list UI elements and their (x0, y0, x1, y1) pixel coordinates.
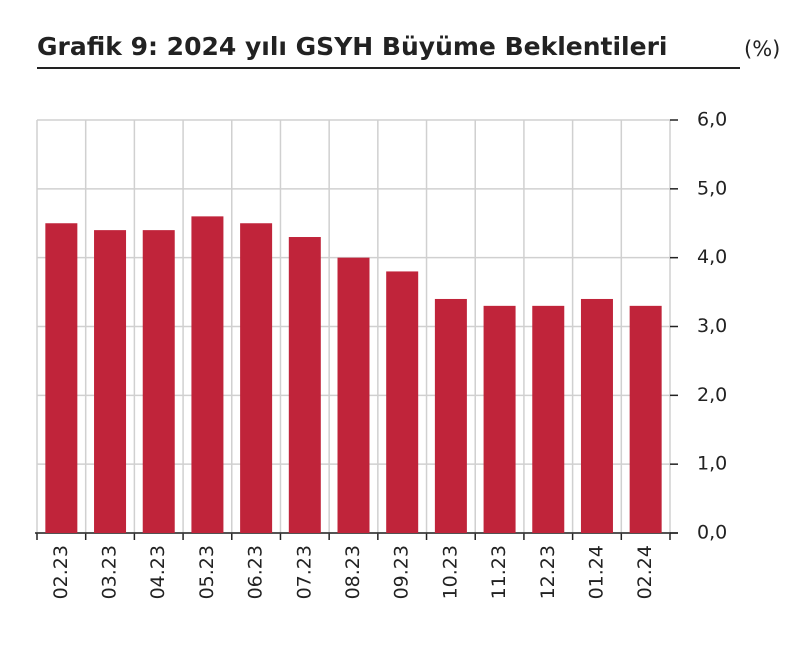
bar (532, 305, 565, 533)
bar (240, 223, 273, 533)
x-tick-label: 01.24 (585, 545, 607, 599)
bar (483, 305, 516, 533)
bar (629, 305, 662, 533)
bar (337, 257, 370, 533)
x-tick-label: 02.23 (50, 545, 72, 599)
x-tick-label: 04.23 (147, 545, 169, 599)
x-tick-label: 12.23 (537, 545, 559, 599)
unit-label: (%) (744, 37, 780, 61)
bar (288, 237, 321, 533)
x-tick-label: 10.23 (439, 545, 461, 599)
x-tick-label: 09.23 (391, 545, 413, 599)
x-tick-label: 05.23 (196, 545, 218, 599)
x-tick-label: 08.23 (342, 545, 364, 599)
x-tick-label: 03.23 (99, 545, 121, 599)
y-tick-label: 6,0 (697, 109, 727, 131)
x-tick-label: 07.23 (293, 545, 315, 599)
y-tick-label: 2,0 (697, 384, 727, 406)
y-tick-label: 4,0 (697, 246, 727, 268)
bar (94, 230, 127, 533)
bar (434, 298, 467, 533)
bar (45, 223, 78, 533)
bar (580, 298, 613, 533)
x-tick-label: 02.24 (634, 545, 656, 599)
bar (191, 216, 224, 533)
y-tick-label: 3,0 (697, 315, 727, 337)
y-tick-label: 5,0 (697, 177, 727, 199)
chart-title: Grafik 9: 2024 yılı GSYH Büyüme Beklenti… (37, 32, 667, 61)
y-tick-label: 1,0 (697, 453, 727, 475)
x-tick-label: 06.23 (245, 545, 267, 599)
x-tick-label: 11.23 (488, 545, 510, 599)
bar (142, 230, 175, 533)
bar (386, 271, 419, 533)
y-tick-label: 0,0 (697, 522, 727, 544)
